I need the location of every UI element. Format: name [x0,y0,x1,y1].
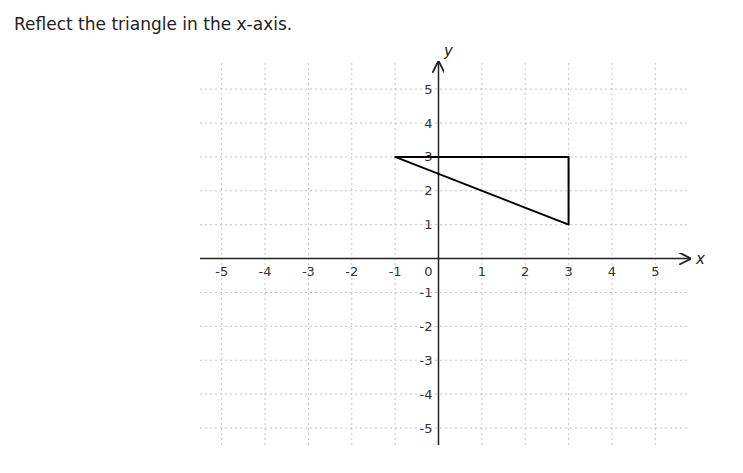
grid-line [200,123,690,124]
y-tick-label: 2 [424,183,432,198]
x-tick-label: 0 [424,264,432,279]
triangle [395,157,568,225]
title: Reflect the triangle in the x-axis. [14,14,292,34]
grid-line [525,62,526,445]
x-tick-label: 1 [478,264,486,279]
x-tick-label: -2 [345,264,358,279]
y-tick-label: -5 [420,421,433,436]
x-tick-label: 5 [651,264,659,279]
chart: Reflect the triangle in the x-axis. x y -5 -… [0,0,743,473]
x-axis-label: x [695,250,705,268]
y-tick-label: -2 [420,319,433,334]
grid-line [200,360,690,361]
x-tick-label: 3 [564,264,572,279]
grid-line [221,62,222,445]
grid-line [200,89,690,90]
grid-line [655,62,656,445]
grid-line [395,62,396,445]
y-axis-label: y [443,42,454,60]
grid [200,62,690,445]
chart-container: Reflect the triangle in the x-axis. x y -5 -… [0,0,743,473]
grid-line [200,428,690,429]
y-tick-label: -1 [420,285,433,300]
plot-area [395,157,568,225]
grid-line [200,394,690,395]
grid-line [611,62,612,445]
x-tick-label: 4 [608,264,616,279]
y-tick-label: 5 [424,82,432,97]
tick-labels: -5-4-3-2-1012345-5-4-3-2-112345 [215,82,659,436]
grid-line [200,190,690,191]
grid-line [351,62,352,445]
grid-line [438,62,439,445]
y-tick-label: -3 [420,353,433,368]
x-axis [200,258,690,260]
x-tick-label: -4 [259,264,272,279]
x-tick-label: 2 [521,264,529,279]
grid-line [568,62,569,445]
x-tick-label: -5 [215,264,228,279]
y-axis [438,62,440,445]
grid-line [200,326,690,327]
y-tick-label: 4 [424,116,432,131]
grid-line [265,62,266,445]
x-tick-label: -1 [389,264,402,279]
y-tick-label: 1 [424,217,432,232]
grid-line [200,224,690,225]
y-tick-label: -4 [420,387,433,402]
grid-line [200,292,690,293]
x-tick-label: -3 [302,264,315,279]
grid-line [481,62,482,445]
grid-line [308,62,309,445]
